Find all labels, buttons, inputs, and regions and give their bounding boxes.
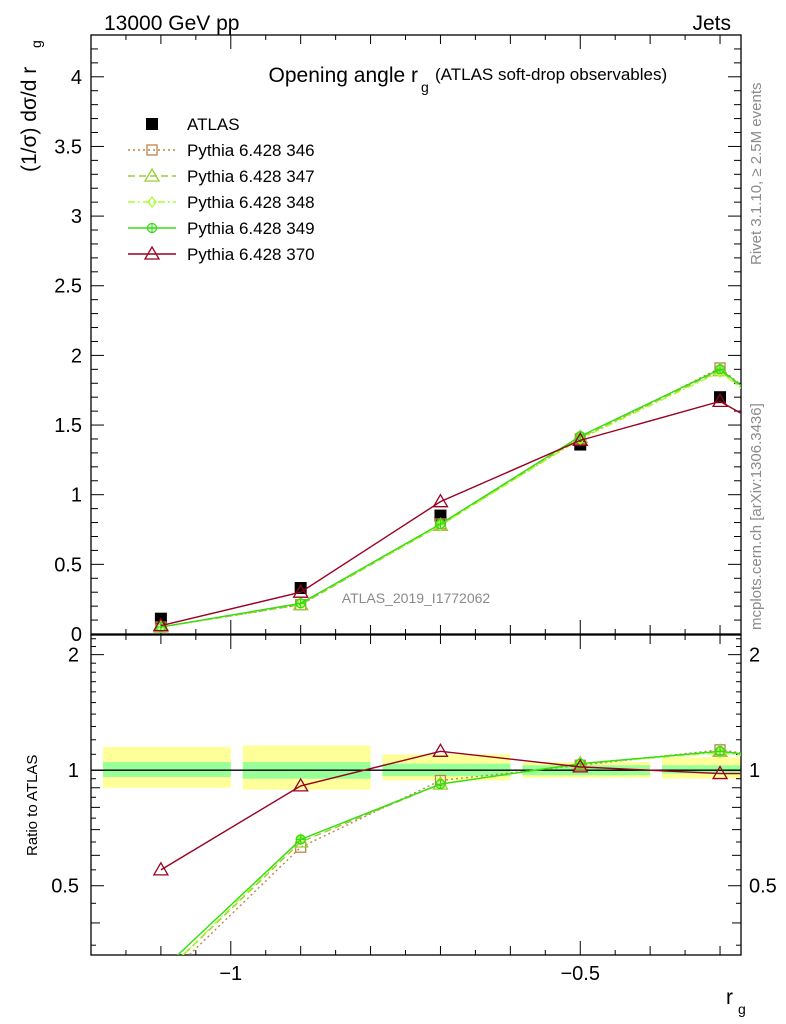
data-point <box>147 223 157 233</box>
y-tick-label: 1.5 <box>54 415 82 437</box>
ratio-series-group <box>152 743 741 955</box>
y-tick-label: 4 <box>71 67 82 89</box>
data-point <box>296 598 306 608</box>
x-axis-label-subscript: g <box>738 1001 746 1017</box>
y-tick-label: 2.5 <box>54 276 82 298</box>
series-line <box>160 368 741 628</box>
ratio-series-line <box>160 750 741 871</box>
data-point <box>432 493 449 508</box>
upper-series-group <box>152 362 741 634</box>
ratio-y-tick-label: 1 <box>68 760 79 782</box>
data-point <box>292 777 309 792</box>
ratio-y-tick-label-right: 0.5 <box>749 876 777 898</box>
y-tick-label: 0.5 <box>54 554 82 576</box>
data-point <box>146 144 158 156</box>
data-point <box>152 861 170 876</box>
header-left: 13000 GeV pp <box>104 12 239 35</box>
analysis-watermark: ATLAS_2019_I1772062 <box>342 590 491 606</box>
legend-label: Pythia 6.428 347 <box>187 167 315 186</box>
lower-frame <box>90 634 742 956</box>
ratio-series-line <box>176 750 741 955</box>
data-point <box>292 583 309 598</box>
x-axis-label: r <box>726 986 733 1009</box>
data-point <box>711 393 729 408</box>
legend-label: Pythia 6.428 370 <box>187 245 315 264</box>
series-line <box>160 369 741 628</box>
chart-title: Opening angle r <box>269 64 418 87</box>
y-tick-label: 1 <box>71 485 82 507</box>
data-point <box>152 617 170 632</box>
upper-frame <box>90 34 742 635</box>
chart-title-extra: (ATLAS soft-drop observables) <box>435 65 667 84</box>
series-line <box>160 400 741 627</box>
data-point <box>435 519 445 529</box>
ratio-axis-label: Ratio to ATLAS <box>24 755 41 856</box>
y-tick-label: 2 <box>71 345 82 367</box>
y-axis-label-subscript: g <box>28 40 44 48</box>
data-point <box>143 167 161 182</box>
chart-title-subscript: g <box>421 79 429 95</box>
data-point <box>711 765 729 780</box>
data-point <box>572 758 589 773</box>
y-tick-label: 3.5 <box>54 136 82 158</box>
legend-label: ATLAS <box>187 115 240 134</box>
y-axis-label: (1/σ) dσ/d r <box>18 67 41 172</box>
legend: ATLAS Pythia 6.428 346 Pythia 6.428 347 Pyt… <box>128 115 315 264</box>
legend-label: Pythia 6.428 348 <box>187 193 315 212</box>
data-point <box>715 364 725 374</box>
rivet-version-label: Rivet 3.1.10, ≥ 2.5M events <box>748 83 765 266</box>
data-point <box>435 779 445 789</box>
data-point <box>143 245 161 260</box>
ratio-y-tick-label-right: 1 <box>749 760 760 782</box>
ratio-stat-band <box>662 765 741 774</box>
y-tick-label: 0 <box>71 624 82 646</box>
series-line <box>160 367 741 628</box>
x-tick-label: −0.5 <box>561 963 600 985</box>
ratio-y-tick-label: 2 <box>68 645 79 667</box>
data-point <box>572 432 589 447</box>
data-point <box>146 118 158 130</box>
header-right: Jets <box>692 12 731 35</box>
ratio-stat-band <box>103 762 231 777</box>
ratio-y-tick-label: 0.5 <box>51 876 79 898</box>
ratio-y-tick-label-right: 2 <box>749 645 760 667</box>
data-point <box>147 195 157 209</box>
chart-dynamic-layer: 0 0.5 1 1.5 2 2.5 3 3.5 4 0.5 0.5 1 1 2 2 −1 −0.5 ATLAS Py… <box>51 34 777 985</box>
mcplots-reference-label: mcplots.cern.ch [arXiv:1306.3436] <box>748 403 765 630</box>
data-point <box>296 834 306 844</box>
series-line <box>160 371 741 628</box>
y-tick-label: 3 <box>71 206 82 228</box>
data-point <box>432 743 449 757</box>
legend-label: Pythia 6.428 349 <box>187 219 315 238</box>
data-point <box>715 746 725 756</box>
legend-label: Pythia 6.428 346 <box>187 141 315 160</box>
x-tick-label: −1 <box>219 963 242 985</box>
